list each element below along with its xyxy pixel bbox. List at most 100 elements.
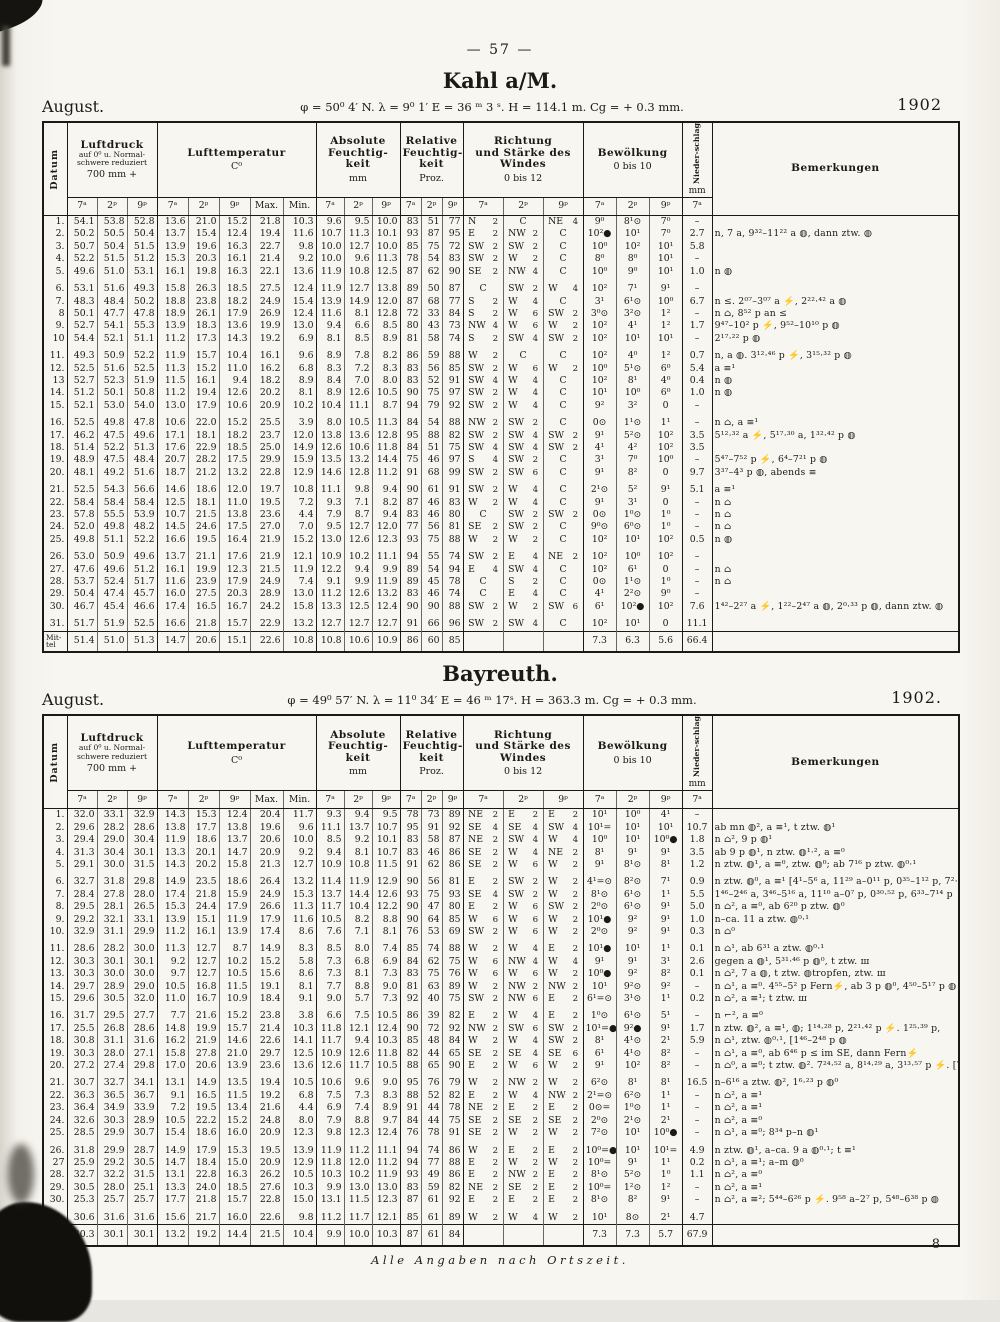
value-cell: 13.6 <box>343 429 373 442</box>
value-cell: 80 <box>441 509 464 522</box>
value-cell: 12.7 <box>187 938 220 956</box>
value-cell: 51.2 <box>126 253 158 266</box>
value-cell: 9.0 <box>315 993 345 1006</box>
value-cell: 55.3 <box>126 320 158 333</box>
cloud-cell: 10¹=● <box>582 1022 617 1036</box>
value-cell: 45.4 <box>96 600 127 614</box>
value-cell: 10.5 <box>218 968 251 981</box>
value-cell: 65 <box>420 1060 443 1073</box>
cloud-cell: 2¹ <box>648 1035 683 1048</box>
value-cell: 48 <box>420 1035 443 1048</box>
observation-table-bayreuth: Datum Luftdruck auf 0⁰ u. Normal- schwere … <box>42 714 961 1247</box>
value-cell: 7.7 <box>315 980 345 994</box>
row-date: 17. <box>49 1022 65 1034</box>
value-cell: 8.9 <box>371 1102 401 1115</box>
table-row: 29. 50.4 47.4 45.7 16.0 27.5 20.3 28.9 13.0 11.2 1… <box>43 588 960 601</box>
value-cell: 17.6 <box>218 546 251 564</box>
value-cell: 48.9 <box>66 454 97 467</box>
value-cell: 14.7 <box>218 846 251 859</box>
table-row: 9. 29.2 32.1 33.1 13.9 15.1 11.9 17.9 11.6 10.5 8.… <box>43 913 960 926</box>
value-cell: 18.6 <box>187 1127 220 1140</box>
wind-cell: C <box>502 215 544 229</box>
remarks-cell <box>711 399 960 413</box>
row-date: 2. <box>55 821 65 833</box>
value-cell: 19.6 <box>249 821 284 835</box>
wind-cell: SW 4 <box>462 374 504 388</box>
cloud-cell: 8¹⊙ <box>582 1169 617 1182</box>
wind-cell: C <box>462 588 504 601</box>
value-cell: 13.2 <box>282 871 317 889</box>
cloud-cell: 9¹ <box>648 901 683 914</box>
value-cell: 83 <box>399 362 422 375</box>
precipitation-cell: 16.5 <box>681 1072 713 1090</box>
cloud-cell: 10¹ <box>615 938 650 956</box>
cloud-cell: 8¹ <box>648 1072 683 1090</box>
value-cell: 9.5 <box>315 521 345 534</box>
value-cell: 22.1 <box>249 265 284 279</box>
value-cell: 47 <box>420 901 443 914</box>
value-cell: 18.2 <box>249 374 284 388</box>
value-cell: 8.2 <box>343 913 373 926</box>
value-cell: 10.2 <box>218 955 251 969</box>
precipitation-cell: – <box>681 980 713 994</box>
value-cell: 23.9 <box>187 576 220 589</box>
value-cell: 90 <box>441 1060 464 1073</box>
remarks-cell: n ⌐², a ≡⁰ <box>711 1005 960 1023</box>
value-cell: 95 <box>441 228 464 241</box>
cloud-cell: 9¹ <box>582 466 617 480</box>
value-cell: 16.1 <box>218 253 251 266</box>
value-cell: 11.7 <box>315 901 345 914</box>
value-cell: 17.9 <box>187 1139 220 1157</box>
value-cell: 85 <box>441 913 464 926</box>
remarks-cell: n ⌂ <box>711 563 960 577</box>
column-group-header: Relative Feuchtig- keit Proz. <box>399 122 464 199</box>
value-cell: 10.9 <box>315 858 345 872</box>
value-cell: 20.4 <box>249 808 284 822</box>
value-cell: 52.4 <box>96 576 127 589</box>
value-cell: 9.9 <box>343 576 373 589</box>
value-cell: 82 <box>441 429 464 442</box>
value-cell: 15.2 <box>218 1005 251 1023</box>
wind-cell: NW 2 <box>462 412 504 430</box>
value-cell: 10.3 <box>282 1181 317 1195</box>
value-cell: 11.9 <box>156 834 189 847</box>
value-cell: 9.3 <box>315 496 345 510</box>
value-cell: 31.1 <box>96 926 127 939</box>
value-cell: 97 <box>441 387 464 400</box>
cloud-cell: 10² <box>582 563 617 577</box>
value-cell: 36.5 <box>96 1089 127 1103</box>
cloud-cell: 3¹ <box>648 955 683 969</box>
remarks-cell: n ⌂², 7 a ◍, t ztw. ◍tropfen, ztw. ш <box>711 968 960 981</box>
value-cell: 7.3 <box>371 993 401 1006</box>
value-cell: 29.5 <box>96 1005 127 1023</box>
value-cell: 11.9 <box>315 278 345 296</box>
value-cell: 51.3 <box>126 630 158 653</box>
value-cell: 16.0 <box>156 588 189 601</box>
value-cell: 15.2 <box>218 1114 251 1128</box>
precipitation-cell: – <box>681 1047 713 1061</box>
cloud-cell: 10² <box>582 332 617 346</box>
precipitation-cell: 2.6 <box>681 955 713 969</box>
row-date: 3. <box>55 834 65 846</box>
value-cell: 12.7 <box>187 968 220 981</box>
cloud-cell: 9⁰ <box>648 588 683 601</box>
value-cell: 89 <box>441 808 464 822</box>
cloud-cell: 10⁰= <box>582 1156 617 1170</box>
cloud-cell: 10² <box>582 613 617 632</box>
precipitation-cell: 2.7 <box>681 228 713 241</box>
value-cell: 9.2 <box>282 846 317 859</box>
remarks-cell: n, a ◍. 3¹²·⁴⁶ p ⚡, 3¹⁵·³² p ◍ <box>711 345 960 363</box>
value-cell: 8.1 <box>343 846 373 859</box>
cloud-cell: 1¹ <box>648 1102 683 1115</box>
value-cell: 83 <box>399 834 422 847</box>
value-cell: 13.6 <box>282 265 317 279</box>
value-cell: 10.5 <box>156 1114 189 1128</box>
wind-cell: C <box>542 479 584 497</box>
value-cell: 58.4 <box>126 496 158 510</box>
value-cell: 21.4 <box>249 253 284 266</box>
